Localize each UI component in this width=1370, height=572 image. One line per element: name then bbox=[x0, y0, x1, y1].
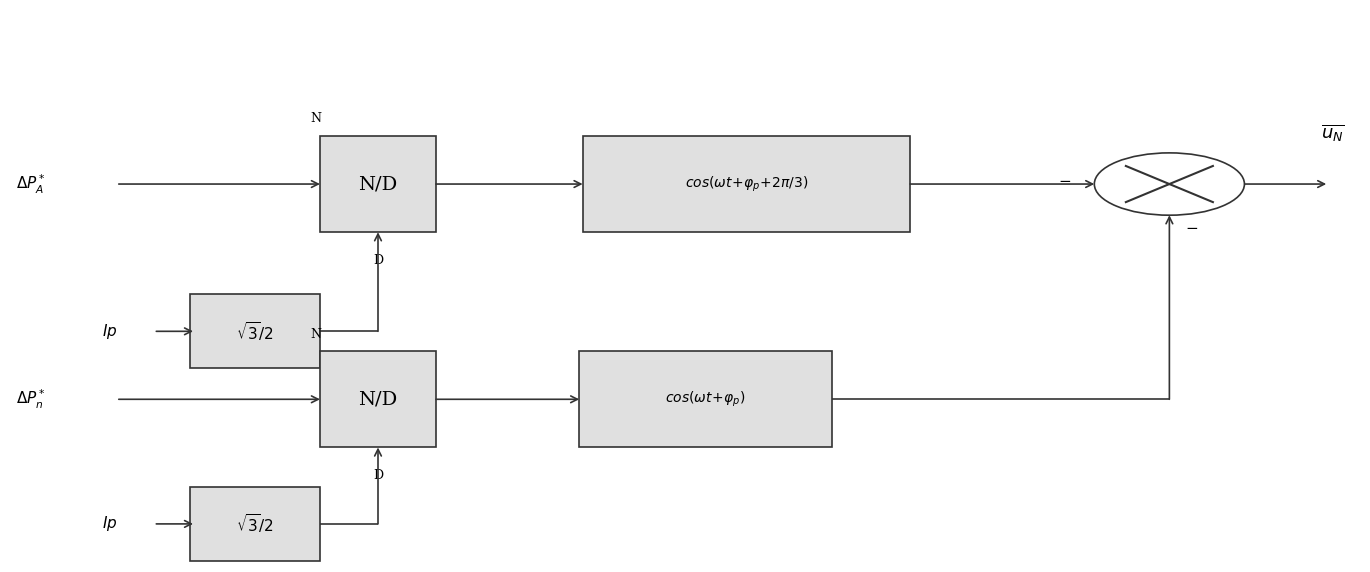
Text: D: D bbox=[373, 469, 384, 482]
Text: $\Delta P_n^*$: $\Delta P_n^*$ bbox=[16, 388, 47, 411]
Text: $\overline{u_N}$: $\overline{u_N}$ bbox=[1322, 122, 1345, 144]
Text: $cos(\omega t\!+\!\varphi_p\!+\!2\pi/3)$: $cos(\omega t\!+\!\varphi_p\!+\!2\pi/3)$ bbox=[685, 174, 808, 194]
Text: N/D: N/D bbox=[359, 390, 397, 408]
Text: D: D bbox=[373, 254, 384, 267]
Circle shape bbox=[1095, 153, 1244, 215]
Text: N: N bbox=[311, 328, 322, 341]
FancyBboxPatch shape bbox=[580, 351, 832, 447]
FancyBboxPatch shape bbox=[190, 295, 321, 368]
Text: $-$: $-$ bbox=[1185, 219, 1199, 234]
FancyBboxPatch shape bbox=[321, 136, 436, 232]
FancyBboxPatch shape bbox=[190, 487, 321, 561]
Text: $Ip$: $Ip$ bbox=[101, 322, 118, 341]
FancyBboxPatch shape bbox=[582, 136, 910, 232]
Text: $\sqrt{3}/2$: $\sqrt{3}/2$ bbox=[237, 320, 274, 343]
Text: $cos(\omega t\!+\!\varphi_p)$: $cos(\omega t\!+\!\varphi_p)$ bbox=[666, 390, 745, 409]
Text: $\sqrt{3}/2$: $\sqrt{3}/2$ bbox=[237, 513, 274, 535]
Text: $Ip$: $Ip$ bbox=[101, 514, 118, 534]
Text: $\Delta P_A^*$: $\Delta P_A^*$ bbox=[16, 172, 47, 196]
FancyBboxPatch shape bbox=[321, 351, 436, 447]
Text: $-$: $-$ bbox=[1058, 172, 1071, 187]
Text: N/D: N/D bbox=[359, 175, 397, 193]
Text: N: N bbox=[311, 113, 322, 125]
